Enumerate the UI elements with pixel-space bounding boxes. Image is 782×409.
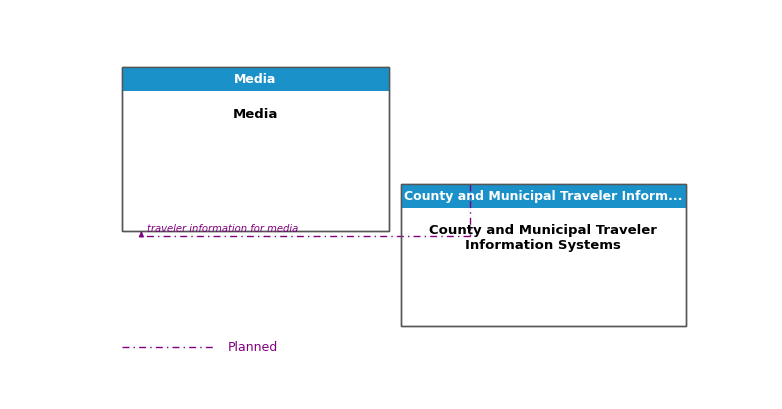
Bar	[401, 184, 686, 326]
Text: Planned: Planned	[228, 340, 278, 353]
Text: traveler information for media: traveler information for media	[148, 223, 299, 233]
Bar	[122, 68, 389, 232]
Text: Media: Media	[234, 73, 277, 86]
Bar	[122, 68, 389, 232]
Bar	[122, 68, 389, 92]
Text: County and Municipal Traveler Inform...: County and Municipal Traveler Inform...	[404, 190, 683, 203]
Bar	[401, 184, 686, 326]
Bar	[401, 184, 686, 208]
Text: Media: Media	[232, 107, 278, 120]
Text: County and Municipal Traveler
Information Systems: County and Municipal Traveler Informatio…	[429, 224, 657, 252]
